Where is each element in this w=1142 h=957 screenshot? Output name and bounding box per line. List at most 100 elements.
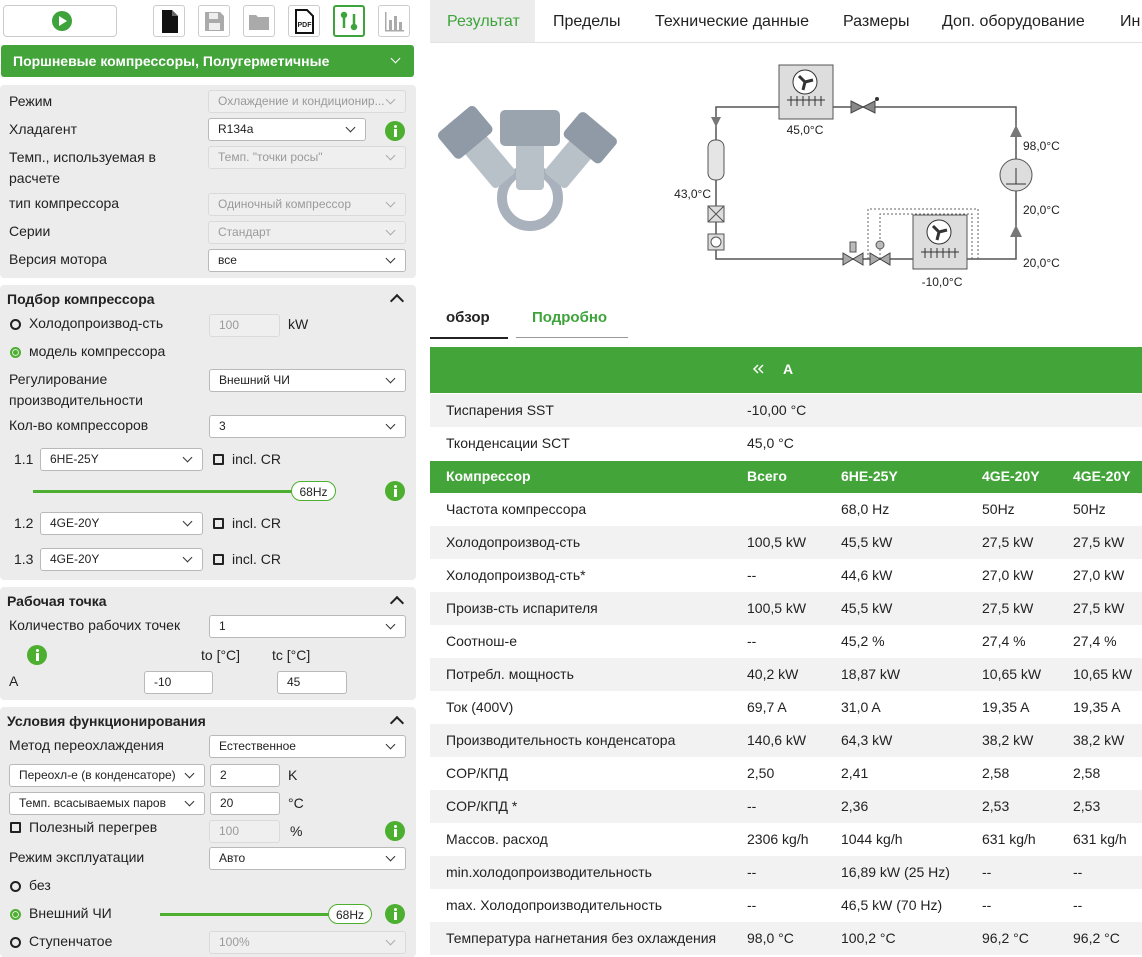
radio[interactable] (10, 881, 21, 892)
radio[interactable] (10, 937, 21, 948)
field-label: Версия мотора (9, 251, 107, 267)
subcool-input[interactable]: 2 (210, 764, 280, 787)
tab[interactable]: Доп. оборудование (942, 13, 1085, 30)
slider-track (160, 913, 335, 916)
tab[interactable]: Ин (1120, 13, 1141, 30)
table-cell: 100,2 °C (841, 930, 896, 946)
subcool-select[interactable]: Переохл-е (в конденсаторе) (9, 764, 205, 787)
checkbox[interactable] (213, 554, 224, 565)
tc-input[interactable]: 45 (277, 671, 347, 694)
info-icon[interactable] (385, 121, 405, 141)
count-select[interactable]: 3 (209, 415, 406, 438)
table-row (430, 856, 1142, 889)
tab-bar (430, 0, 1142, 43)
product-header[interactable]: Поршневые компрессоры, Полугерметичные (1, 45, 414, 77)
checkbox-label: incl. CR (232, 515, 282, 531)
new-button[interactable] (153, 5, 185, 37)
compressor-select[interactable]: 4GE-20Y (40, 512, 203, 535)
compare-button[interactable] (333, 5, 365, 37)
table-cell: 45,0 °C (747, 435, 794, 451)
table-cell: Производительность конденсатора (446, 732, 676, 748)
column-label: tc [°C] (272, 647, 311, 663)
unit: % (290, 823, 303, 839)
table-cell: 45,5 kW (841, 600, 893, 616)
info-icon[interactable] (27, 645, 47, 665)
refrigerant-select[interactable]: R134a (208, 118, 366, 141)
info-icon[interactable] (385, 481, 405, 501)
suction-input[interactable]: 20 (210, 792, 280, 815)
subtab[interactable]: обзор (446, 309, 490, 326)
mode-select[interactable]: Охлаждение и кондиционир... (208, 90, 406, 113)
slider-thumb[interactable]: 68Hz (328, 904, 372, 924)
save-button[interactable] (198, 5, 230, 37)
table-cell: 50Hz (1073, 501, 1106, 517)
table-row (430, 526, 1142, 559)
table-cell: Холодопроизвод-сть* (446, 567, 586, 583)
table-row (430, 691, 1142, 724)
table-cell: 27,5 kW (1073, 600, 1125, 616)
table-cell: 27,4 % (1073, 633, 1117, 649)
capacity-input[interactable]: 100 (209, 314, 280, 337)
table-cell: 2,41 (841, 765, 869, 781)
table-row (430, 790, 1142, 823)
steps-select[interactable]: 100% (209, 931, 406, 954)
tab[interactable]: Результат (447, 13, 520, 30)
table-cell: 45,2 % (841, 633, 885, 649)
info-icon[interactable] (385, 904, 405, 924)
compressor-select[interactable]: 4GE-20Y (40, 548, 203, 571)
checkbox-label: incl. CR (232, 551, 282, 567)
motor-select[interactable]: все (208, 249, 406, 272)
field-label: Количество рабочих точек (9, 617, 181, 633)
radio[interactable] (10, 909, 21, 920)
chart-button[interactable] (378, 5, 410, 37)
field-label: Холодопроизвод-сть (29, 315, 164, 331)
points-select[interactable]: 1 (209, 615, 406, 638)
radio[interactable] (10, 319, 21, 330)
subtab[interactable]: Подробно (532, 309, 608, 326)
table-cell: COP/КПД * (446, 798, 518, 814)
mode-select[interactable]: Авто (209, 847, 406, 870)
field-label: Серии (9, 223, 51, 239)
table-cell: Ток (400V) (446, 699, 514, 715)
cycle-diagram: 45,0°C 98,0°C 43,0°C 20,0°C 20,0°C -10,0… (437, 64, 1060, 289)
table-cell: 40,2 kW (747, 666, 799, 682)
regulation-select[interactable]: Внешний ЧИ (209, 369, 406, 392)
to-input[interactable]: -10 (144, 671, 213, 694)
table-row (430, 658, 1142, 691)
tab[interactable]: Размеры (843, 13, 910, 30)
table-row (430, 394, 1142, 427)
superheat-input[interactable]: 100 (209, 820, 280, 843)
field-label: Режим эксплуатации (9, 849, 145, 865)
compressor-select[interactable]: 6HE-25Y (40, 448, 203, 471)
table-cell: 10,65 kW (1073, 666, 1133, 682)
evaporator (912, 214, 968, 270)
info-icon[interactable] (385, 821, 405, 841)
table-row (430, 757, 1142, 790)
unit: kW (288, 316, 309, 332)
table-cell: 19,35 A (1073, 699, 1121, 715)
run-button[interactable] (3, 5, 117, 37)
slider-thumb[interactable]: 68Hz (291, 481, 336, 501)
open-button[interactable] (243, 5, 275, 37)
compressor-type-select[interactable]: Одиночный компрессор (208, 193, 406, 216)
checkbox[interactable] (213, 454, 224, 465)
table-row (430, 823, 1142, 856)
subcool-method-select[interactable]: Естественное (209, 735, 406, 758)
table-cell: Массов. расход (446, 831, 548, 847)
tab[interactable]: Технические данные (655, 13, 810, 30)
table-cell: -- (747, 798, 757, 814)
series-select[interactable]: Стандарт (208, 221, 406, 244)
temperature-label: -10,0°C (922, 275, 963, 289)
radio[interactable] (10, 347, 21, 358)
table-cell: 96,2 °C (982, 930, 1029, 946)
temperature-select[interactable]: Темп. "точки росы" (208, 146, 406, 169)
suction-select[interactable]: Темп. всасываемых паров (9, 792, 205, 815)
table-cell: 27,4 % (982, 633, 1026, 649)
checkbox[interactable] (213, 518, 224, 529)
table-cell: 631 kg/h (1073, 831, 1127, 847)
chevron-icon (752, 362, 766, 376)
tab[interactable]: Пределы (553, 13, 621, 30)
pdf-button[interactable]: PDF (288, 5, 320, 37)
checkbox[interactable] (10, 822, 21, 833)
